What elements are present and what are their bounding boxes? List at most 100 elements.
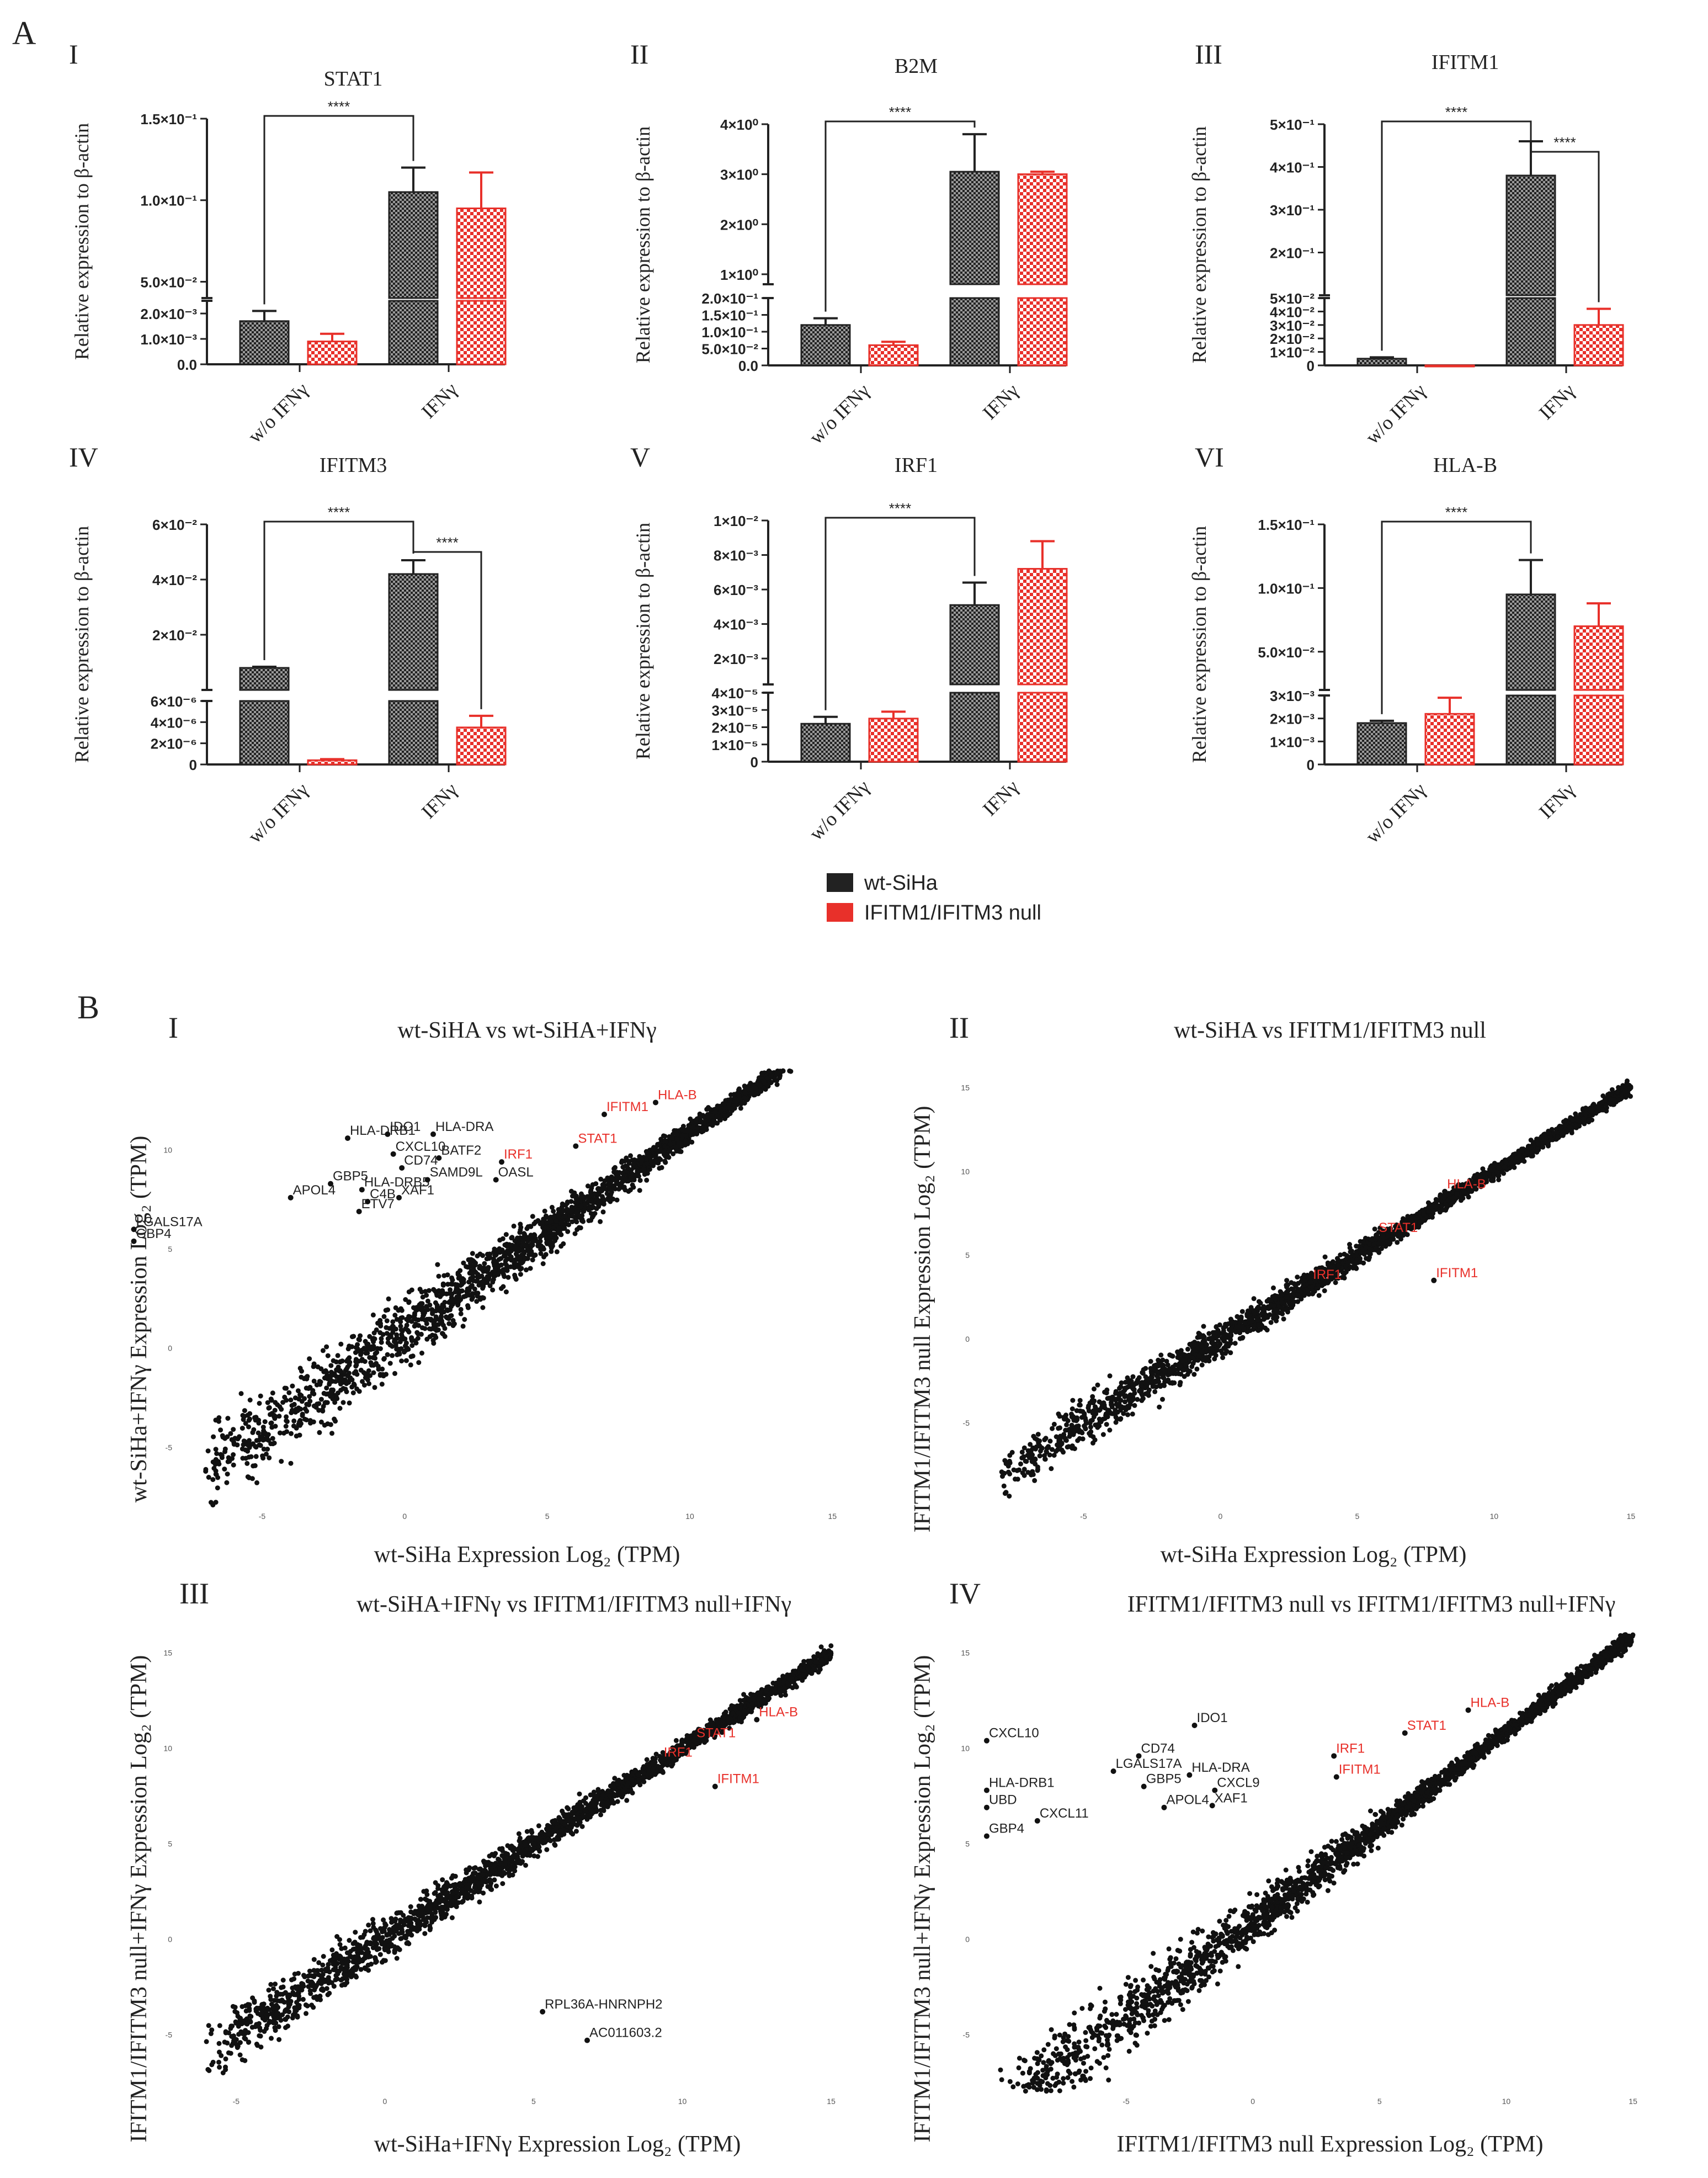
gene-point: [627, 1187, 633, 1193]
gene-point: [671, 1151, 676, 1156]
gene-point: [1152, 1363, 1157, 1368]
gene-point: [1214, 1346, 1220, 1352]
gene-point: [448, 1287, 453, 1293]
significance-label: ****: [1445, 504, 1467, 520]
gene-point: [439, 1310, 445, 1315]
gene-point: [344, 1381, 349, 1387]
gene-point: [526, 1251, 532, 1256]
gene-point: [260, 1455, 266, 1461]
gene-point: [1256, 1299, 1262, 1304]
y-tick-label: 2×10⁻³: [1270, 711, 1315, 727]
gene-point: [303, 1375, 308, 1380]
bar: [800, 324, 851, 366]
gene-point: [268, 1396, 274, 1402]
gene-point: [484, 1269, 489, 1274]
gene-point: [768, 1072, 774, 1078]
gene-point: [1225, 1321, 1231, 1327]
panel-roman-numeral: II: [949, 1011, 969, 1044]
gene-point: [559, 1221, 565, 1226]
gene-point: [501, 1268, 507, 1273]
gene-point: [1549, 1127, 1555, 1132]
gene-point: [1322, 1288, 1327, 1293]
gene-point: [1364, 1256, 1369, 1261]
gene-point: [267, 1455, 272, 1460]
gene-point: [353, 1363, 359, 1369]
gene-point: [688, 1116, 693, 1122]
gene-point: [399, 1308, 405, 1313]
gene-point: [427, 1316, 432, 1322]
gene-point: [1360, 1239, 1366, 1244]
x-tick-label: -5: [233, 2097, 240, 2106]
gene-point: [333, 1419, 338, 1424]
gene-point: [1228, 1332, 1234, 1337]
gene-point: [668, 1141, 673, 1147]
gene-point: [1075, 1438, 1081, 1443]
gene-point: [1157, 1404, 1162, 1410]
gene-point: [1322, 1254, 1328, 1260]
gene-point: [1018, 1461, 1023, 1467]
gene-point: [1489, 1178, 1494, 1183]
gene-point: [416, 1322, 421, 1328]
gene-point: [240, 1426, 245, 1431]
gene-point: [498, 1286, 504, 1291]
gene-point: [1199, 1362, 1205, 1368]
gene-point: [1114, 1416, 1120, 1422]
y-tick-label: 5: [168, 1839, 172, 1848]
gene-point: [1130, 1374, 1136, 1379]
gene-point: [524, 1267, 529, 1273]
chart-title: IFITM3: [320, 454, 387, 477]
gene-point: [590, 1182, 595, 1187]
bar: [456, 208, 507, 299]
chart-title: IRF1: [895, 454, 938, 477]
y-tick-label: 1×10⁻²: [1270, 344, 1315, 361]
gene-point: [444, 1307, 450, 1313]
gene-point: [387, 1361, 393, 1366]
gene-point: [377, 1346, 383, 1351]
gene-point: [1361, 1251, 1367, 1257]
gene-point: [679, 1127, 685, 1133]
y-tick-label: 5.0×10⁻²: [1258, 644, 1315, 661]
gene-point: [465, 1303, 470, 1308]
y-tick-label: 1.0×10⁻¹: [701, 324, 758, 341]
scatter-cloud: [203, 1068, 794, 1508]
gene-point: [300, 1413, 305, 1419]
gene-point: [383, 1308, 389, 1313]
panel-roman-numeral: II: [630, 39, 648, 70]
gene-point: [331, 1358, 336, 1363]
y-tick-label: 2.0×10⁻³: [140, 306, 197, 322]
gene-point: [253, 1444, 258, 1449]
gene-point: [304, 1401, 310, 1407]
gene-point: [502, 1274, 507, 1279]
y-tick-label: 4×10⁻²: [152, 572, 197, 588]
gene-point: [436, 1273, 441, 1279]
gene-point: [745, 1096, 751, 1102]
gene-point: [265, 1447, 270, 1452]
gene-point: [1167, 1369, 1173, 1374]
gene-point: [462, 1317, 467, 1322]
gene-point: [384, 1372, 389, 1377]
gene-point: [1051, 1453, 1057, 1458]
gene-point: [506, 1274, 511, 1280]
y-axis-label: IFITM1/IFITM3 null+IFNγ Expression Log₂ …: [126, 1655, 152, 2143]
significance-bracket: [1381, 120, 1532, 351]
gene-point: [1363, 1245, 1369, 1250]
gene-point: [1151, 1384, 1157, 1389]
gene-point: [757, 1082, 762, 1088]
gene-point: [1092, 1386, 1097, 1391]
y-tick-label: 0: [168, 1344, 172, 1353]
gene-point: [1255, 1304, 1261, 1310]
gene-point: [425, 1307, 430, 1313]
gene-point: [406, 1300, 412, 1305]
y-tick-label: 0: [1307, 358, 1315, 374]
gene-point: [1088, 1429, 1094, 1435]
gene-point: [1376, 1250, 1382, 1255]
gene-point: [1229, 1325, 1235, 1331]
gene-point: [431, 1321, 437, 1326]
gene-point: [399, 1358, 405, 1364]
gene-point: [1503, 1160, 1509, 1165]
gene-point: [1274, 1318, 1279, 1324]
y-tick-label: 10: [163, 1744, 172, 1753]
gene-point: [1221, 1337, 1226, 1343]
panel-roman-numeral: VI: [1195, 442, 1224, 472]
gene-point: [490, 1287, 496, 1293]
